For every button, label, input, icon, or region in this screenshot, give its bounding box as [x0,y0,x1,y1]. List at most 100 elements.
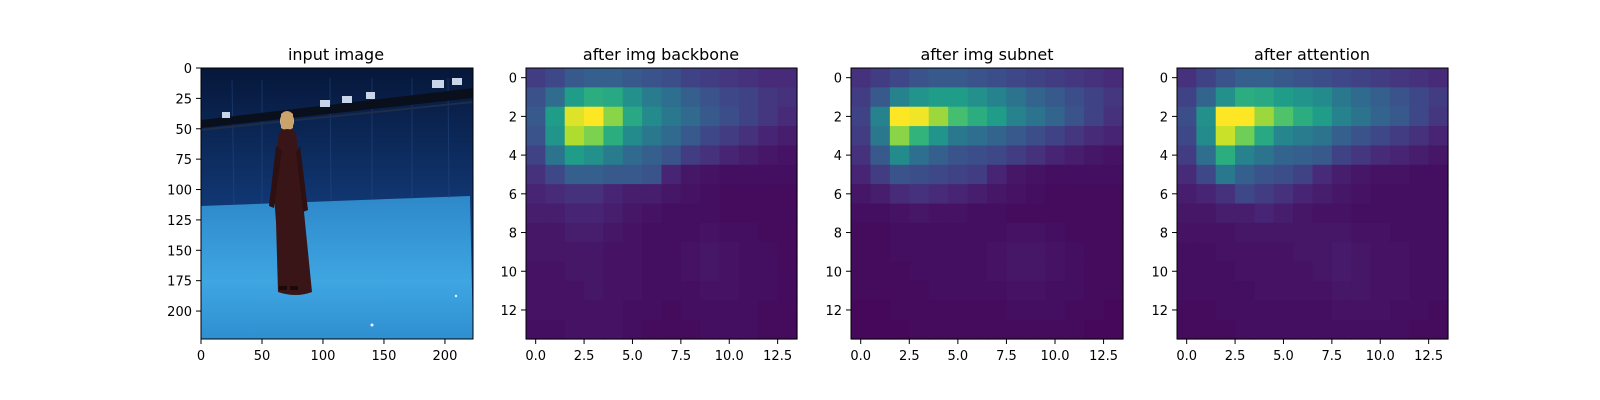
heatmap-cell [1215,222,1236,243]
heatmap-cell [738,184,759,205]
heatmap-cell [622,87,643,108]
heatmap-cell [987,280,1008,301]
heatmap-cell [1409,222,1430,243]
heatmap-cell [642,300,663,321]
heatmap-cell [1196,68,1217,88]
heatmap-cell [1312,319,1333,340]
heatmap-cell [1064,164,1085,185]
heatmap-cell [1215,126,1236,147]
heatmap-cell [1025,319,1046,340]
heatmap-cell [584,280,605,301]
heatmap-cell [661,126,682,147]
heatmap-cell [758,280,779,301]
heatmap-cell [870,68,891,88]
heatmap-cell [889,184,910,205]
heatmap-cell [1370,126,1391,147]
heatmap-cell [1351,203,1372,224]
heatmap-cell [967,319,988,340]
heatmap-cell [1006,203,1027,224]
heatmap-cell [851,319,872,340]
heatmap-cell [1331,106,1352,127]
heatmap-cell [1084,300,1105,321]
heatmap-cell [1025,222,1046,243]
heatmap-cell [1064,106,1085,127]
heatmap-cell [1331,164,1352,185]
heatmap-cell [1215,145,1236,166]
heatmap-cell [564,280,585,301]
photo-image [201,68,473,339]
heatmap-cell [909,280,930,301]
heatmap-cell [1045,300,1066,321]
heatmap-cell [1025,145,1046,166]
heatmap-cell [1331,261,1352,282]
heatmap-cell [680,184,701,205]
heatmap-cell [1084,261,1105,282]
heatmap-cell [680,126,701,147]
heatmap-cell [564,106,585,127]
heatmap-cell [1006,222,1027,243]
y-tick-label: 4 [834,149,842,164]
heatmap-cell [1196,184,1217,205]
heatmap-cell [1215,164,1236,185]
heatmap-cell [1084,319,1105,340]
heatmap-cell [1428,222,1449,243]
heatmap-cell [948,203,969,224]
y-tick-label: 200 [167,305,192,320]
heatmap-cell [1045,87,1066,108]
heatmap-cell [928,242,949,263]
heatmap-cell [1177,184,1197,205]
heatmap-cell [1196,126,1217,147]
heatmap-cell [1293,184,1314,205]
heatmap-cell [1273,87,1294,108]
heatmap-cell [948,184,969,205]
heatmap-cell [1177,280,1197,301]
heatmap-cell [1312,164,1333,185]
heatmap-cell [584,300,605,321]
heatmap-cell [1103,145,1124,166]
heatmap-cell [1293,145,1314,166]
heatmap-cell [584,319,605,340]
heatmap-cell [851,261,872,282]
y-tick-label: 6 [834,188,842,203]
heatmap-cell [1312,242,1333,263]
heatmap-cell [700,68,721,88]
heatmap-cell [642,184,663,205]
heatmap-cell [1293,300,1314,321]
heatmap-cell [603,164,624,185]
heatmap-cell [1235,242,1256,263]
heatmap-cell [1351,300,1372,321]
heatmap-cell [1006,242,1027,263]
heatmap-cell [987,222,1008,243]
heatmap-cell [1331,184,1352,205]
heatmap-cell [719,87,740,108]
heatmap-cell [1312,126,1333,147]
y-tick-label: 2 [1160,110,1168,125]
heatmap-cell [870,164,891,185]
heatmap-cell [1235,261,1256,282]
heatmap-cell [1351,184,1372,205]
heatmap-cell [1293,164,1314,185]
heatmap-cell [680,68,701,88]
heatmap-cell [622,184,643,205]
heatmap-cell [1235,68,1256,88]
heatmap-cell [661,261,682,282]
x-tick-label: 10.0 [1366,349,1395,364]
heatmap-cell [1177,106,1197,127]
x-tick-label: 2.5 [1225,349,1246,364]
heatmap-cell [1006,261,1027,282]
heatmap-cell [584,164,605,185]
heatmap-cell [928,87,949,108]
heatmap-cell [1293,87,1314,108]
heatmap-cell [1196,203,1217,224]
y-tick-label: 2 [834,110,842,125]
heatmap-cell [1428,68,1449,88]
heatmap-cell [622,106,643,127]
heatmap-cell [1177,126,1197,147]
heatmap-cell [1428,300,1449,321]
heatmap-cell [1177,319,1197,340]
heatmap-cell [909,145,930,166]
heatmap-cell [1103,164,1124,185]
heatmap-cell [1006,184,1027,205]
heatmap-cell [1273,68,1294,88]
